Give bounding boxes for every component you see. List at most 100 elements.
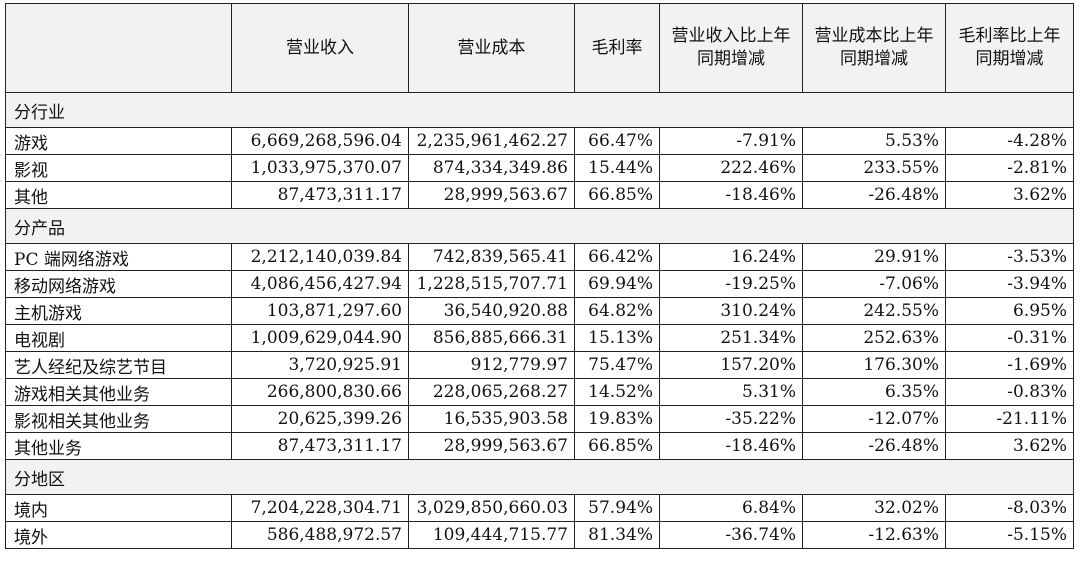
- cell-cost-yoy: -7.06%: [802, 270, 946, 298]
- cell-margin-yoy: 3.62%: [945, 181, 1074, 209]
- cell-gross-margin: 66.42%: [574, 243, 660, 271]
- cell-revenue-yoy: 16.24%: [659, 243, 803, 271]
- header-revenue: 营业收入: [231, 3, 409, 93]
- table-row: 主机游戏 103,871,297.60 36,540,920.88 64.82%…: [5, 297, 1074, 325]
- cell-revenue: 103,871,297.60: [231, 297, 409, 325]
- cell-margin-yoy: -0.31%: [945, 324, 1074, 352]
- cell-gross-margin: 75.47%: [574, 351, 660, 379]
- cell-revenue-yoy: -36.74%: [659, 521, 803, 549]
- cell-gross-margin: 69.94%: [574, 270, 660, 298]
- cell-cost: 874,334,349.86: [408, 154, 575, 182]
- cell-gross-margin: 66.47%: [574, 127, 660, 155]
- cell-cost-yoy: -26.48%: [802, 181, 946, 209]
- cell-revenue: 20,625,399.26: [231, 405, 409, 433]
- row-label: 电视剧: [5, 324, 232, 352]
- cell-revenue: 87,473,311.17: [231, 181, 409, 209]
- row-label: 影视: [5, 154, 232, 182]
- cell-gross-margin: 81.34%: [574, 521, 660, 549]
- section-title: 分产品: [5, 208, 1074, 244]
- cell-cost: 742,839,565.41: [408, 243, 575, 271]
- cell-margin-yoy: -1.69%: [945, 351, 1074, 379]
- cell-revenue: 586,488,972.57: [231, 521, 409, 549]
- cell-cost-yoy: 242.55%: [802, 297, 946, 325]
- cell-revenue-yoy: -18.46%: [659, 432, 803, 460]
- cell-gross-margin: 57.94%: [574, 494, 660, 522]
- section-title: 分地区: [5, 459, 1074, 495]
- cell-revenue: 1,033,975,370.07: [231, 154, 409, 182]
- cell-revenue: 2,212,140,039.84: [231, 243, 409, 271]
- table-row: 境外 586,488,972.57 109,444,715.77 81.34% …: [5, 521, 1074, 549]
- revenue-breakdown-table: 营业收入 营业成本 毛利率 营业收入比上年同期增减 营业成本比上年同期增减 毛利…: [5, 3, 1074, 549]
- cell-revenue-yoy: 222.46%: [659, 154, 803, 182]
- cell-revenue: 87,473,311.17: [231, 432, 409, 460]
- cell-revenue-yoy: 157.20%: [659, 351, 803, 379]
- cell-cost-yoy: -12.63%: [802, 521, 946, 549]
- row-label: 其他: [5, 181, 232, 209]
- row-label: 境内: [5, 494, 232, 522]
- table-row: 影视 1,033,975,370.07 874,334,349.86 15.44…: [5, 154, 1074, 182]
- header-gross-margin: 毛利率: [574, 3, 660, 93]
- header-cost-yoy: 营业成本比上年同期增减: [802, 3, 946, 93]
- cell-cost-yoy: 252.63%: [802, 324, 946, 352]
- row-label: 境外: [5, 521, 232, 549]
- cell-gross-margin: 66.85%: [574, 181, 660, 209]
- cell-gross-margin: 19.83%: [574, 405, 660, 433]
- row-label: 影视相关其他业务: [5, 405, 232, 433]
- cell-cost-yoy: 233.55%: [802, 154, 946, 182]
- cell-margin-yoy: -8.03%: [945, 494, 1074, 522]
- cell-gross-margin: 66.85%: [574, 432, 660, 460]
- table-row: 移动网络游戏 4,086,456,427.94 1,228,515,707.71…: [5, 270, 1074, 298]
- cell-margin-yoy: -21.11%: [945, 405, 1074, 433]
- table-row: PC 端网络游戏 2,212,140,039.84 742,839,565.41…: [5, 243, 1074, 271]
- row-label: 游戏: [5, 127, 232, 155]
- table-row: 其他业务 87,473,311.17 28,999,563.67 66.85% …: [5, 432, 1074, 460]
- cell-margin-yoy: 3.62%: [945, 432, 1074, 460]
- cell-revenue-yoy: -7.91%: [659, 127, 803, 155]
- cell-gross-margin: 15.44%: [574, 154, 660, 182]
- cell-revenue-yoy: -18.46%: [659, 181, 803, 209]
- cell-margin-yoy: 6.95%: [945, 297, 1074, 325]
- row-label: 移动网络游戏: [5, 270, 232, 298]
- cell-cost: 16,535,903.58: [408, 405, 575, 433]
- cell-revenue: 3,720,925.91: [231, 351, 409, 379]
- cell-margin-yoy: -4.28%: [945, 127, 1074, 155]
- cell-revenue: 1,009,629,044.90: [231, 324, 409, 352]
- row-label: PC 端网络游戏: [5, 243, 232, 271]
- cell-cost: 28,999,563.67: [408, 432, 575, 460]
- row-label: 主机游戏: [5, 297, 232, 325]
- section-title: 分行业: [5, 92, 1074, 128]
- cell-revenue-yoy: -35.22%: [659, 405, 803, 433]
- table-row: 游戏 6,669,268,596.04 2,235,961,462.27 66.…: [5, 127, 1074, 155]
- cell-cost: 1,228,515,707.71: [408, 270, 575, 298]
- section-row-industry: 分行业: [5, 92, 1074, 128]
- cell-margin-yoy: -2.81%: [945, 154, 1074, 182]
- cell-cost-yoy: -12.07%: [802, 405, 946, 433]
- cell-revenue: 6,669,268,596.04: [231, 127, 409, 155]
- header-revenue-yoy: 营业收入比上年同期增减: [659, 3, 803, 93]
- cell-revenue-yoy: 310.24%: [659, 297, 803, 325]
- table-row: 影视相关其他业务 20,625,399.26 16,535,903.58 19.…: [5, 405, 1074, 433]
- row-label: 其他业务: [5, 432, 232, 460]
- cell-margin-yoy: -0.83%: [945, 378, 1074, 406]
- cell-cost: 3,029,850,660.03: [408, 494, 575, 522]
- cell-cost-yoy: 176.30%: [802, 351, 946, 379]
- cell-cost: 2,235,961,462.27: [408, 127, 575, 155]
- row-label: 艺人经纪及综艺节目: [5, 351, 232, 379]
- header-margin-yoy: 毛利率比上年同期增减: [945, 3, 1074, 93]
- cell-cost-yoy: 29.91%: [802, 243, 946, 271]
- cell-cost-yoy: 6.35%: [802, 378, 946, 406]
- cell-revenue: 266,800,830.66: [231, 378, 409, 406]
- cell-gross-margin: 15.13%: [574, 324, 660, 352]
- cell-revenue-yoy: 5.31%: [659, 378, 803, 406]
- table-row: 艺人经纪及综艺节目 3,720,925.91 912,779.97 75.47%…: [5, 351, 1074, 379]
- table-row: 其他 87,473,311.17 28,999,563.67 66.85% -1…: [5, 181, 1074, 209]
- cell-cost: 36,540,920.88: [408, 297, 575, 325]
- header-cost: 营业成本: [408, 3, 575, 93]
- cell-cost: 109,444,715.77: [408, 521, 575, 549]
- cell-revenue-yoy: 6.84%: [659, 494, 803, 522]
- cell-margin-yoy: -5.15%: [945, 521, 1074, 549]
- cell-revenue: 4,086,456,427.94: [231, 270, 409, 298]
- cell-cost: 228,065,268.27: [408, 378, 575, 406]
- cell-revenue: 7,204,228,304.71: [231, 494, 409, 522]
- cell-margin-yoy: -3.94%: [945, 270, 1074, 298]
